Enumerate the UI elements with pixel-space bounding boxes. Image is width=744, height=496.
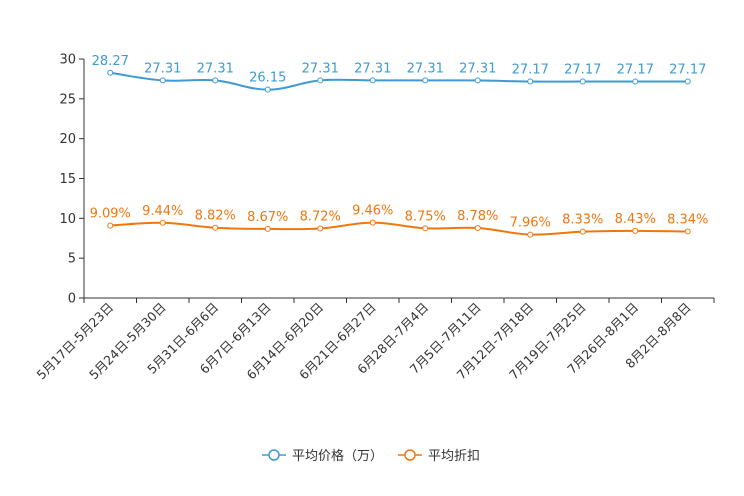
- y-tick-label: 15: [59, 172, 76, 187]
- data-label: 8.67%: [247, 210, 288, 225]
- y-tick-label: 20: [59, 132, 76, 147]
- data-point: [474, 77, 481, 84]
- data-label: 8.78%: [457, 209, 498, 224]
- y-tick-label: 0: [68, 292, 76, 307]
- data-label: 27.31: [407, 61, 444, 76]
- legend-label: 平均折扣: [428, 449, 480, 464]
- data-label: 28.27: [92, 54, 129, 69]
- data-point: [264, 86, 271, 93]
- data-point: [579, 228, 586, 235]
- series-1: 28.27 27.31 27.31 26.15 27.31 27.31 27.31 27.31…: [92, 54, 706, 93]
- data-label: 27.31: [354, 61, 391, 76]
- data-point: [107, 69, 114, 76]
- data-point: [527, 231, 534, 238]
- data-point: [474, 225, 481, 232]
- data-label: 27.17: [564, 63, 601, 78]
- y-tick-label: 30: [59, 53, 76, 68]
- data-point: [317, 225, 324, 232]
- data-point: [369, 77, 376, 84]
- y-tick-label: 5: [68, 252, 76, 267]
- data-label: 8.33%: [562, 213, 603, 228]
- legend: 平均价格（万） 平均折扣: [262, 448, 480, 464]
- data-point: [632, 227, 639, 234]
- data-label: 27.31: [144, 61, 181, 76]
- legend-marker: [268, 449, 280, 461]
- data-point: [632, 78, 639, 85]
- data-label: 27.31: [302, 61, 339, 76]
- data-label: 8.75%: [405, 209, 446, 224]
- data-label: 8.82%: [195, 209, 236, 224]
- data-label: 27.31: [459, 61, 496, 76]
- data-point: [159, 219, 166, 226]
- data-point: [422, 77, 429, 84]
- data-label: 27.17: [669, 63, 706, 78]
- data-label: 8.72%: [300, 210, 341, 225]
- data-point: [317, 77, 324, 84]
- data-label: 27.17: [512, 63, 549, 78]
- data-point: [212, 77, 219, 84]
- legend-marker: [404, 449, 416, 461]
- data-label: 9.44%: [142, 204, 183, 219]
- series-layer: 28.27 27.31 27.31 26.15 27.31 27.31 27.31 27.31…: [90, 54, 708, 238]
- data-point: [422, 225, 429, 232]
- series-line: [110, 221, 688, 236]
- data-label: 26.15: [249, 71, 286, 86]
- data-point: [369, 219, 376, 226]
- data-label: 9.09%: [90, 207, 131, 222]
- data-point: [684, 78, 691, 85]
- data-label: 8.34%: [667, 213, 708, 228]
- data-label: 27.31: [197, 61, 234, 76]
- data-label: 7.96%: [510, 216, 551, 231]
- data-point: [684, 228, 691, 235]
- data-point: [212, 224, 219, 231]
- data-point: [579, 78, 586, 85]
- data-label: 27.17: [617, 63, 654, 78]
- data-label: 9.46%: [352, 204, 393, 219]
- y-tick-label: 25: [59, 92, 76, 107]
- data-label: 8.43%: [615, 212, 656, 227]
- y-tick-label: 10: [59, 212, 76, 227]
- series-2: 9.09% 9.44% 8.82% 8.67% 8.72% 9.46% 8.75% 8.78%…: [90, 204, 708, 238]
- data-point: [527, 78, 534, 85]
- series-line: [110, 71, 688, 91]
- legend-label: 平均价格（万）: [292, 448, 383, 464]
- data-point: [264, 225, 271, 232]
- data-point: [159, 77, 166, 84]
- data-point: [107, 222, 114, 229]
